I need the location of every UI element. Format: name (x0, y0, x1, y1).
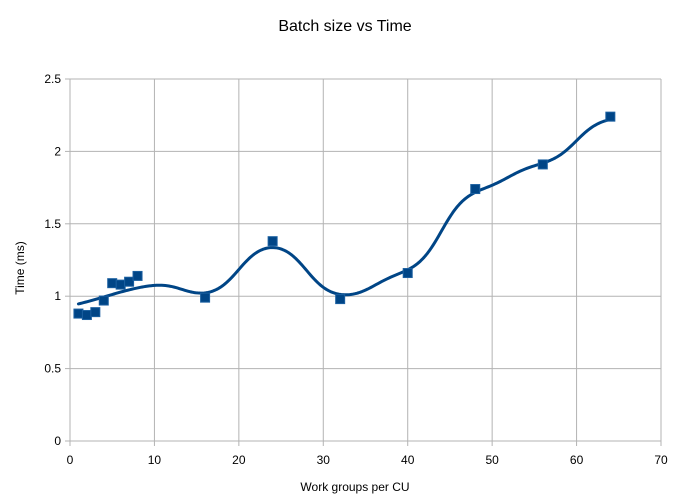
data-point (267, 236, 278, 247)
axes (65, 78, 662, 446)
data-point (90, 307, 101, 318)
x-tick-labels: 0 10 20 30 40 50 60 70 (67, 453, 668, 467)
gridlines (69, 78, 662, 442)
y-tick-labels: 0 0.5 1 1.5 2 2.5 (44, 72, 61, 448)
data-point (335, 294, 346, 305)
y-tick-label: 0.5 (44, 362, 61, 376)
y-tick-label: 2.5 (44, 72, 61, 86)
x-tick-label: 60 (570, 453, 584, 467)
trend-line-layer (76, 117, 612, 306)
y-tick-label: 1.5 (44, 217, 61, 231)
data-point (402, 268, 413, 279)
data-point (200, 292, 211, 303)
y-tick-label: 1 (54, 289, 61, 303)
x-tick-label: 50 (485, 453, 499, 467)
x-tick-label: 0 (67, 453, 74, 467)
data-point (107, 278, 118, 289)
data-point (132, 270, 143, 281)
data-point (470, 184, 481, 195)
x-tick-label: 40 (401, 453, 415, 467)
y-tick-label: 0 (54, 434, 61, 448)
y-tick-label: 2 (54, 144, 61, 158)
x-tick-label: 10 (148, 453, 162, 467)
data-point (537, 159, 548, 170)
x-tick-label: 30 (317, 453, 331, 467)
data-point (73, 308, 84, 319)
y-axis-label: Time (ms) (13, 241, 27, 295)
x-axis-label: Work groups per CU (300, 480, 409, 494)
data-point (605, 111, 616, 122)
data-point (81, 310, 92, 321)
data-point (115, 279, 126, 290)
data-point (98, 295, 109, 306)
data-point (124, 276, 135, 287)
data-points (73, 111, 616, 321)
x-tick-label: 70 (654, 453, 668, 467)
x-tick-label: 20 (232, 453, 246, 467)
chart-title: Batch size vs Time (278, 18, 411, 35)
trend-line (76, 117, 612, 306)
